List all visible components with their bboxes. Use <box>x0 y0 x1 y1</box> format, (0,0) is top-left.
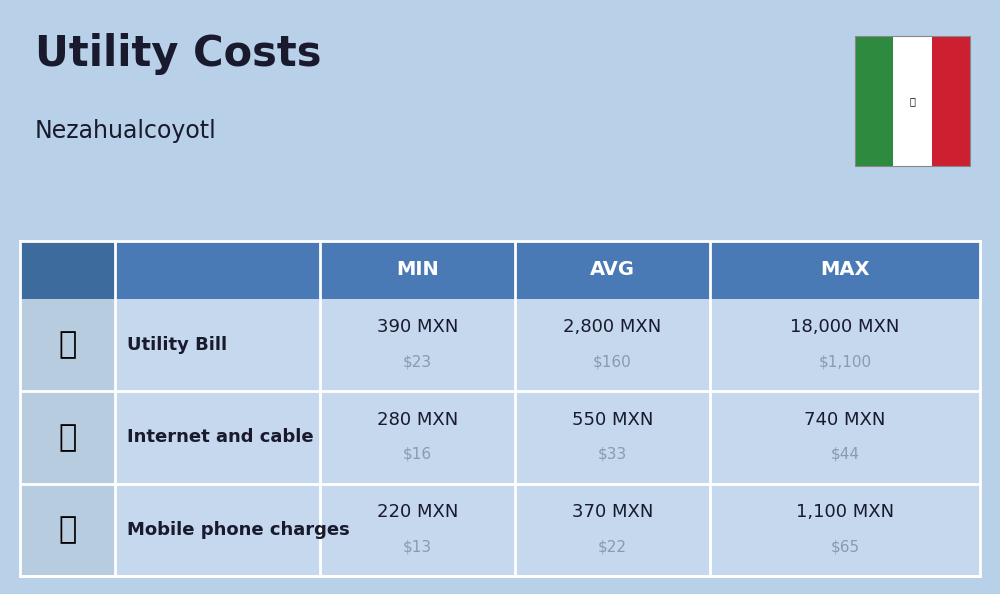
Text: Internet and cable: Internet and cable <box>127 428 314 447</box>
Bar <box>20 391 980 484</box>
Text: 390 MXN: 390 MXN <box>377 318 458 336</box>
Text: Utility Costs: Utility Costs <box>35 33 322 75</box>
Bar <box>20 241 115 299</box>
Text: AVG: AVG <box>590 260 635 279</box>
Bar <box>893 36 932 166</box>
Bar <box>932 36 970 166</box>
Text: $44: $44 <box>830 447 860 462</box>
Text: Utility Bill: Utility Bill <box>127 336 227 354</box>
Text: MIN: MIN <box>396 260 439 279</box>
Text: $13: $13 <box>403 539 432 554</box>
Text: 📱: 📱 <box>58 516 77 545</box>
Text: $160: $160 <box>593 354 632 369</box>
Text: Nezahualcoyotl: Nezahualcoyotl <box>35 119 217 143</box>
Bar <box>20 484 980 576</box>
Text: 370 MXN: 370 MXN <box>572 503 653 521</box>
Text: 220 MXN: 220 MXN <box>377 503 458 521</box>
Text: Mobile phone charges: Mobile phone charges <box>127 521 350 539</box>
Text: $33: $33 <box>598 447 627 462</box>
Text: 🦅: 🦅 <box>910 96 915 106</box>
Text: $1,100: $1,100 <box>818 354 872 369</box>
Text: 1,100 MXN: 1,100 MXN <box>796 503 894 521</box>
Text: 18,000 MXN: 18,000 MXN <box>790 318 900 336</box>
Text: 📡: 📡 <box>58 423 77 452</box>
Text: 🔧: 🔧 <box>58 330 77 359</box>
Bar <box>20 299 115 391</box>
Text: 2,800 MXN: 2,800 MXN <box>563 318 662 336</box>
Text: 740 MXN: 740 MXN <box>804 410 886 429</box>
Bar <box>20 299 980 391</box>
Bar <box>855 36 970 166</box>
Bar <box>20 391 115 484</box>
Text: MAX: MAX <box>820 260 870 279</box>
Text: $65: $65 <box>830 539 860 554</box>
Text: 550 MXN: 550 MXN <box>572 410 653 429</box>
Text: $16: $16 <box>403 447 432 462</box>
Bar <box>20 241 980 299</box>
Bar <box>855 36 893 166</box>
Text: $22: $22 <box>598 539 627 554</box>
Text: $23: $23 <box>403 354 432 369</box>
Bar <box>20 484 115 576</box>
Text: 280 MXN: 280 MXN <box>377 410 458 429</box>
